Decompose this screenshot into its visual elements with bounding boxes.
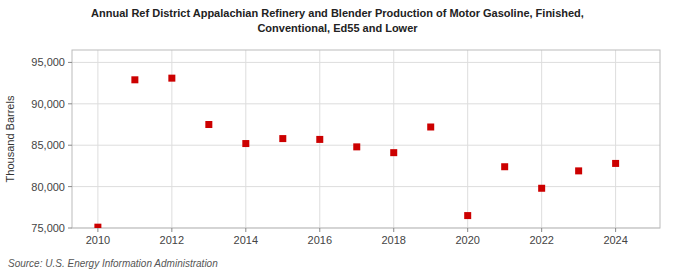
y-tick xyxy=(68,186,72,187)
y-grid-line xyxy=(72,62,660,63)
x-tick-label: 2024 xyxy=(603,234,627,246)
y-tick xyxy=(68,103,72,104)
y-grid-line xyxy=(72,145,660,146)
y-tick xyxy=(68,228,72,229)
x-grid-line xyxy=(393,50,394,228)
x-tick-label: 2018 xyxy=(381,234,405,246)
point xyxy=(316,136,323,143)
point xyxy=(94,224,101,228)
y-tick-label: 85,000 xyxy=(31,139,65,151)
x-grid-line xyxy=(97,50,98,228)
point xyxy=(501,163,508,170)
point xyxy=(168,75,175,82)
y-tick-label: 90,000 xyxy=(31,98,65,110)
x-grid-line xyxy=(541,50,542,228)
plot-frame xyxy=(72,50,660,228)
y-axis-label: Thousand Barrels xyxy=(4,95,16,182)
point xyxy=(353,143,360,150)
title: Annual Ref District Appalachian Refinery… xyxy=(91,7,584,19)
x-tick xyxy=(319,228,320,232)
point xyxy=(427,123,434,130)
x-tick xyxy=(245,228,246,232)
x-tick-label: 2020 xyxy=(455,234,479,246)
x-grid-line xyxy=(615,50,616,228)
x-tick-label: 2010 xyxy=(86,234,110,246)
point xyxy=(538,185,545,192)
x-tick-label: 2022 xyxy=(529,234,553,246)
x-tick xyxy=(615,228,616,232)
y-tick-label: 80,000 xyxy=(31,181,65,193)
x-tick-label: 2016 xyxy=(308,234,332,246)
subtitle: Conventional, Ed55 and Lower xyxy=(257,22,418,34)
point xyxy=(464,212,471,219)
point xyxy=(612,160,619,167)
point xyxy=(575,167,582,174)
y-grid-line xyxy=(72,103,660,104)
x-tick xyxy=(541,228,542,232)
y-grid-line xyxy=(72,186,660,187)
x-tick xyxy=(171,228,172,232)
y-tick xyxy=(68,62,72,63)
x-tick-label: 2012 xyxy=(160,234,184,246)
chart: Annual Ref District Appalachian Refinery… xyxy=(0,0,675,275)
point xyxy=(279,135,286,142)
point xyxy=(242,140,249,147)
x-tick xyxy=(393,228,394,232)
x-tick-label: 2014 xyxy=(234,234,258,246)
y-tick-label: 95,000 xyxy=(31,56,65,68)
y-tick xyxy=(68,145,72,146)
x-tick xyxy=(97,228,98,232)
annotation: Source: U.S. Energy Information Administ… xyxy=(8,258,218,269)
x-tick xyxy=(467,228,468,232)
x-grid-line xyxy=(245,50,246,228)
grid xyxy=(72,50,660,228)
x-grid-line xyxy=(467,50,468,228)
point xyxy=(131,76,138,83)
marks xyxy=(94,75,619,228)
y-tick-label: 75,000 xyxy=(31,222,65,234)
point xyxy=(205,121,212,128)
point xyxy=(390,149,397,156)
